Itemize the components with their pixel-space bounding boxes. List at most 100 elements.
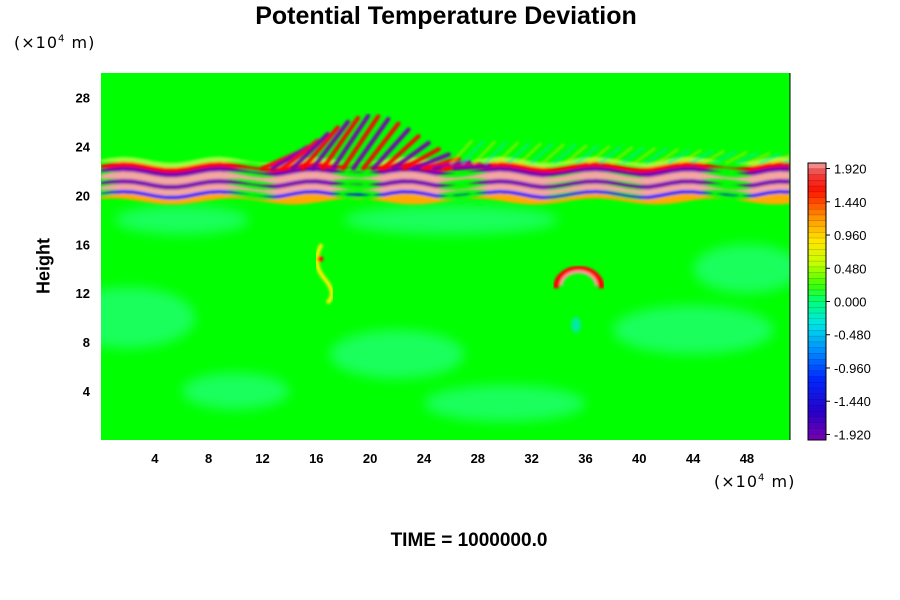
colorbar-swatch bbox=[808, 353, 826, 360]
colorbar-tick-label: 0.000 bbox=[834, 295, 867, 310]
x-tick-label: 20 bbox=[363, 451, 377, 466]
wave-crest bbox=[452, 163, 492, 171]
wave-crest bbox=[321, 115, 361, 171]
colorbar-swatch bbox=[808, 318, 826, 326]
wave-ripple bbox=[473, 140, 497, 165]
colorbar-swatch bbox=[808, 284, 826, 291]
band-warm-lower bbox=[101, 183, 790, 196]
colorbar-swatch bbox=[808, 232, 826, 239]
colorbar-tick-label: -1.920 bbox=[834, 427, 871, 442]
colorbar-swatch bbox=[808, 370, 826, 378]
colorbar-swatch bbox=[808, 301, 826, 308]
wave-crest bbox=[300, 125, 340, 171]
band-cold-lower bbox=[101, 189, 790, 200]
colorbar-swatch bbox=[808, 416, 826, 424]
wave-crest bbox=[280, 138, 320, 171]
wave-ripple bbox=[759, 152, 782, 165]
x-tick-label: 48 bbox=[740, 451, 754, 466]
band-cold-upper bbox=[101, 166, 790, 178]
wave-crest bbox=[411, 152, 451, 171]
wave-ripple bbox=[518, 142, 542, 165]
haze-layer bbox=[101, 205, 790, 422]
wave-ripple bbox=[530, 142, 554, 165]
wave-train bbox=[260, 113, 790, 171]
haze-patch bbox=[343, 205, 559, 235]
wave-ripple bbox=[610, 146, 634, 165]
wave-ripple bbox=[461, 140, 485, 165]
colorbar-swatch bbox=[808, 388, 826, 395]
x-axis-unit: (×104 m) bbox=[714, 472, 796, 491]
colorbar-swatch bbox=[808, 203, 826, 210]
band-orange-lower bbox=[101, 193, 790, 205]
colorbar-tick-label: -0.480 bbox=[834, 328, 871, 343]
colorbar-swatch bbox=[808, 238, 826, 245]
colorbar-swatch bbox=[808, 336, 826, 343]
wave-ripple bbox=[724, 151, 748, 165]
wave-ripple bbox=[450, 139, 474, 165]
wave-crest bbox=[401, 147, 441, 171]
colorbar-swatch bbox=[808, 209, 826, 216]
colorbar-swatch bbox=[808, 382, 826, 389]
colorbar-swatch bbox=[808, 434, 826, 441]
colorbar-swatch bbox=[808, 214, 826, 222]
colorbar-swatch bbox=[808, 359, 826, 366]
colorbar: 1.920 1.440 0.960 0.480 0.000 -0.480 -0.960 -1.… bbox=[807, 162, 871, 442]
colorbar-swatch bbox=[808, 324, 826, 331]
wave-ripple bbox=[656, 148, 679, 165]
colorbar-swatch bbox=[808, 289, 826, 297]
wave-ripple bbox=[633, 147, 657, 165]
colorbar-swatch bbox=[808, 295, 826, 302]
y-tick-label: 8 bbox=[83, 335, 90, 350]
y-tick-label: 12 bbox=[76, 286, 90, 301]
haze-patch bbox=[181, 372, 290, 410]
bubble-wake bbox=[571, 317, 582, 334]
wave-ripple bbox=[713, 150, 736, 165]
colorbar-swatch bbox=[808, 272, 826, 279]
x-tick-label: 44 bbox=[686, 451, 701, 466]
x-tick-label: 36 bbox=[578, 451, 592, 466]
colorbar-swatch bbox=[808, 330, 826, 337]
wave-ripple bbox=[690, 149, 714, 165]
wave-crest bbox=[270, 145, 310, 171]
colorbar-swatch bbox=[808, 278, 826, 285]
x-tick-label: 28 bbox=[471, 451, 485, 466]
y-tick-label: 20 bbox=[76, 188, 90, 203]
bubble-cap bbox=[552, 266, 605, 289]
y-tick-label: 4 bbox=[83, 384, 91, 399]
colorbar-swatch bbox=[808, 376, 826, 383]
wave-ripple bbox=[598, 145, 622, 165]
colorbar-tick-label: 1.920 bbox=[834, 162, 867, 177]
wave-ripple bbox=[644, 147, 668, 165]
colorbar-tick-label: 0.960 bbox=[834, 228, 867, 243]
haze-patch bbox=[114, 205, 250, 235]
colorbar-swatch bbox=[808, 347, 826, 354]
haze-patch bbox=[423, 384, 586, 422]
wave-crest bbox=[381, 134, 421, 171]
wave-ripple bbox=[679, 149, 702, 165]
x-tick-label: 40 bbox=[632, 451, 646, 466]
colorbar-swatch bbox=[808, 186, 826, 193]
colorbar-swatch bbox=[808, 422, 826, 429]
colorbar-swatch bbox=[808, 307, 826, 314]
wave-ripple bbox=[621, 146, 645, 165]
haze-patch bbox=[693, 244, 790, 294]
colorbar-tick-label: 0.480 bbox=[834, 261, 867, 276]
colorbar-swatch bbox=[808, 411, 826, 418]
colorbar-tick-label: 1.440 bbox=[834, 195, 867, 210]
colorbar-swatch bbox=[808, 180, 826, 187]
plot-area bbox=[101, 73, 791, 440]
colorbar-tick-label: -0.960 bbox=[834, 361, 871, 376]
plume bbox=[314, 243, 334, 305]
x-tick-label: 24 bbox=[417, 451, 432, 466]
wave-crest bbox=[391, 140, 431, 171]
time-label: TIME = 1000000.0 bbox=[390, 530, 548, 551]
plume-stem bbox=[314, 243, 334, 305]
colorbar-swatch bbox=[808, 266, 826, 274]
wave-ripple bbox=[770, 154, 790, 165]
x-tick-label: 4 bbox=[151, 451, 159, 466]
colorbar-tick-label: -1.440 bbox=[834, 394, 871, 409]
wave-crest bbox=[331, 113, 371, 171]
wave-ripple bbox=[564, 144, 588, 165]
y-tick-label: 28 bbox=[76, 90, 90, 105]
